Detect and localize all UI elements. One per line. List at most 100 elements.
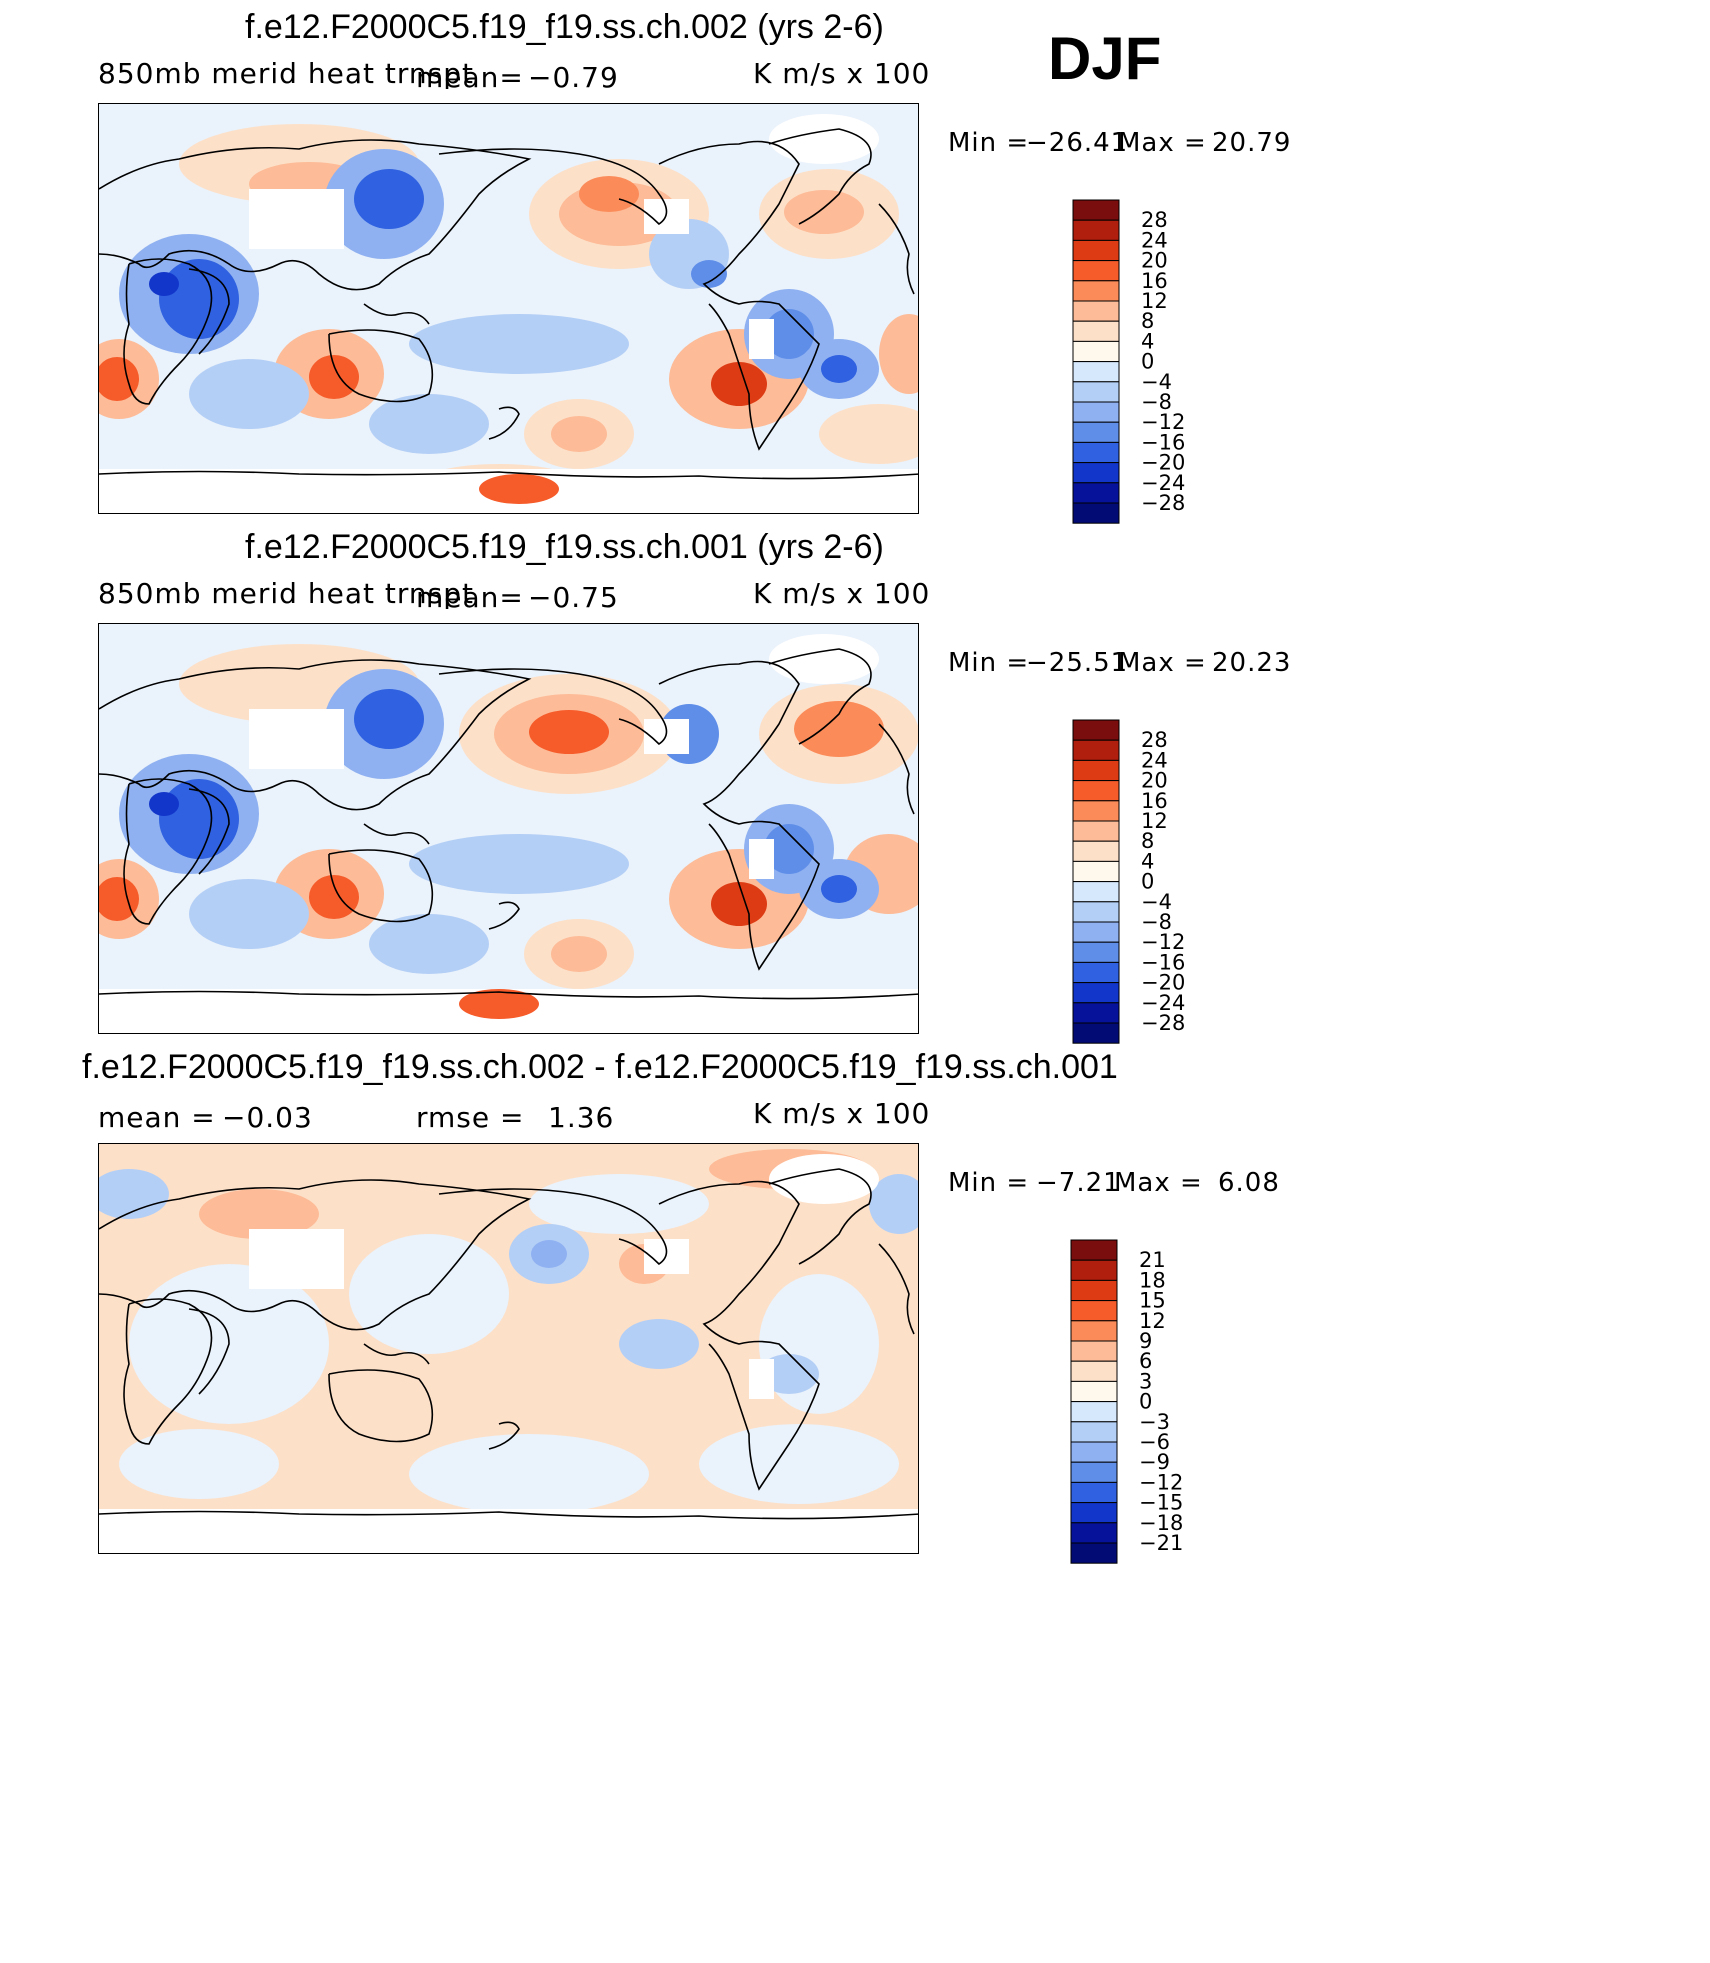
colorbar-swatch [1072, 401, 1120, 423]
colorbar-swatch [1070, 1441, 1118, 1463]
panel1-max-label: Max = [1118, 128, 1207, 158]
colorbar-tick-label: 0 [1139, 1390, 1152, 1414]
colorbar-swatch [1072, 961, 1120, 984]
colorbar-swatch [1070, 1461, 1118, 1483]
colorbar-tick-label: 12 [1141, 289, 1168, 313]
colorbar-tick-label: −24 [1141, 471, 1185, 495]
colorbar-swatch [1072, 1022, 1120, 1044]
colorbar-swatch [1072, 239, 1120, 262]
colorbar-swatch [1070, 1421, 1118, 1443]
panel3-map [98, 1143, 919, 1554]
panel3-colorbar: 21 18 15 12 9 6 3 0 −3 −6 −9 −12 −15 −18 −21 [1058, 1220, 1198, 1564]
colorbar-swatch [1072, 901, 1120, 923]
colorbar-swatch [1072, 462, 1120, 484]
colorbar-tick-label: 24 [1141, 748, 1168, 772]
panel2-mean-label: mean= [416, 581, 524, 614]
colorbar-swatch [1072, 300, 1120, 322]
panel2-mean-value: −0.75 [528, 581, 619, 614]
panel2-title: f.e12.F2000C5.f19_f19.ss.ch.001 (yrs 2-6… [245, 528, 884, 566]
colorbar-swatch [1072, 482, 1120, 504]
colorbar-tick-label: 4 [1141, 329, 1154, 353]
colorbar-swatch [1070, 1320, 1118, 1342]
colorbar-swatch [1070, 1481, 1118, 1504]
panel3-max-value: 6.08 [1218, 1168, 1280, 1198]
panel2-min-label: Min = [948, 648, 1030, 678]
colorbar-swatch [1072, 982, 1120, 1004]
colorbar-swatch [1072, 381, 1120, 403]
colorbar-tick-label: 16 [1141, 789, 1168, 813]
colorbar-swatch [1072, 320, 1120, 342]
colorbar-tick-label: −15 [1139, 1491, 1183, 1515]
colorbar-swatch [1072, 421, 1120, 443]
colorbar-tick-label: 12 [1141, 809, 1168, 833]
colorbar-tick-label: 21 [1139, 1248, 1166, 1272]
panel1-title: f.e12.F2000C5.f19_f19.ss.ch.002 (yrs 2-6… [245, 8, 884, 46]
colorbar-tick-label: −24 [1141, 991, 1185, 1015]
season-label: DJF [1048, 25, 1162, 92]
colorbar-swatch [1070, 1542, 1118, 1564]
colorbar-swatch [1070, 1300, 1118, 1322]
colorbar-swatch [1072, 840, 1120, 862]
colorbar-tick-label: 6 [1139, 1349, 1152, 1373]
panel3-max-label: Max = [1114, 1168, 1203, 1198]
colorbar-swatch [1072, 921, 1120, 943]
colorbar-swatch [1072, 219, 1120, 241]
colorbar-tick-label: 8 [1141, 829, 1154, 853]
colorbar-swatch [1072, 860, 1120, 883]
colorbar-tick-label: −18 [1139, 1511, 1183, 1535]
colorbar-tick-label: 8 [1141, 309, 1154, 333]
colorbar-tick-label: 24 [1141, 228, 1168, 252]
panel2-variable-label: 850mb merid heat trnspt [98, 577, 474, 610]
colorbar-tick-label: 0 [1141, 350, 1154, 374]
colorbar-tick-label: 9 [1139, 1329, 1152, 1353]
colorbar-swatch [1072, 361, 1120, 383]
colorbar-tick-label: −16 [1141, 950, 1185, 974]
colorbar-swatch [1070, 1502, 1118, 1524]
panel2-field [99, 624, 918, 1033]
panel2-units: K m/s x 100 [753, 577, 931, 610]
colorbar-swatch [1072, 1002, 1120, 1024]
colorbar-swatch [1070, 1279, 1118, 1302]
colorbar-tick-label: −28 [1141, 491, 1185, 515]
colorbar-swatch [1072, 199, 1120, 221]
colorbar-tick-label: −3 [1139, 1410, 1170, 1434]
panel3-min-value: −7.21 [1036, 1168, 1121, 1198]
colorbar-tick-label: −12 [1141, 930, 1185, 954]
panel3-field [99, 1144, 918, 1553]
colorbar-swatch [1072, 502, 1120, 524]
colorbar-tick-label: 28 [1141, 728, 1168, 752]
colorbar-tick-label: −8 [1141, 910, 1172, 934]
colorbar-swatch [1070, 1340, 1118, 1362]
panel3-rmse-label: rmse = [416, 1101, 525, 1134]
colorbar-swatch [1072, 759, 1120, 782]
colorbar-swatch [1072, 340, 1120, 363]
panel1-colorbar: 28 24 20 16 12 8 4 0 −4 −8 −12 −16 −20 −24 −28 [1060, 180, 1200, 524]
panel1-min-label: Min = [948, 128, 1030, 158]
colorbar-tick-label: −20 [1141, 971, 1185, 995]
panel2-colorbar: 28 24 20 16 12 8 4 0 −4 −8 −12 −16 −20 −24 −28 [1060, 700, 1200, 1044]
colorbar-swatch [1072, 739, 1120, 761]
panel2-max-value: 20.23 [1212, 648, 1292, 678]
panel2-max-label: Max = [1118, 648, 1207, 678]
colorbar-tick-label: 28 [1141, 208, 1168, 232]
colorbar-tick-label: −20 [1141, 451, 1185, 475]
colorbar-tick-label: −4 [1141, 890, 1172, 914]
panel1-units: K m/s x 100 [753, 57, 931, 90]
colorbar-tick-label: 12 [1139, 1309, 1166, 1333]
colorbar-tick-label: 20 [1141, 769, 1168, 793]
panel1-field [99, 104, 918, 513]
panel3-title: f.e12.F2000C5.f19_f19.ss.ch.002 - f.e12.… [82, 1048, 1118, 1086]
colorbar-swatch [1070, 1259, 1118, 1281]
panel2-map [98, 623, 919, 1034]
colorbar-swatch [1070, 1401, 1118, 1423]
panel3-units: K m/s x 100 [753, 1097, 931, 1130]
colorbar-tick-label: −8 [1141, 390, 1172, 414]
colorbar-tick-label: −21 [1139, 1531, 1183, 1555]
colorbar-swatch [1070, 1380, 1118, 1403]
panel1-min-value: −26.41 [1026, 128, 1129, 158]
colorbar-tick-label: −16 [1141, 430, 1185, 454]
colorbar-swatch [1070, 1522, 1118, 1544]
colorbar-swatch [1072, 441, 1120, 464]
panel3-min-label: Min = [948, 1168, 1030, 1198]
panel1-variable-label: 850mb merid heat trnspt [98, 57, 474, 90]
